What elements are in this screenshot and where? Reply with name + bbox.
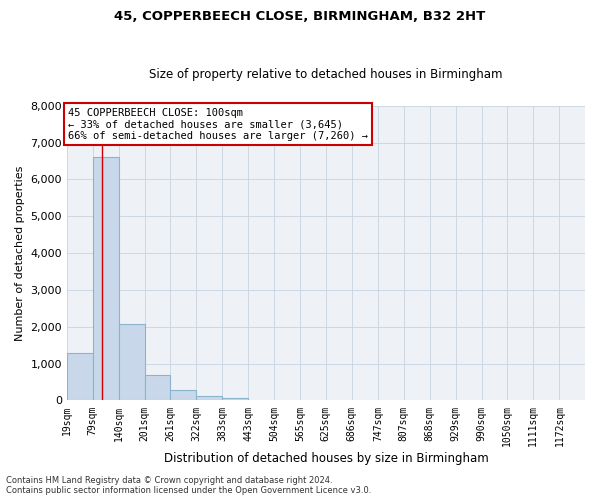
X-axis label: Distribution of detached houses by size in Birmingham: Distribution of detached houses by size … xyxy=(164,452,488,465)
Text: 45, COPPERBEECH CLOSE, BIRMINGHAM, B32 2HT: 45, COPPERBEECH CLOSE, BIRMINGHAM, B32 2… xyxy=(115,10,485,23)
Bar xyxy=(145,375,170,400)
Bar xyxy=(170,390,196,400)
Bar xyxy=(223,398,248,400)
Bar xyxy=(196,396,223,400)
Bar xyxy=(119,324,145,400)
Bar xyxy=(92,158,119,400)
Title: Size of property relative to detached houses in Birmingham: Size of property relative to detached ho… xyxy=(149,68,503,81)
Y-axis label: Number of detached properties: Number of detached properties xyxy=(15,166,25,341)
Text: 45 COPPERBEECH CLOSE: 100sqm
← 33% of detached houses are smaller (3,645)
66% of: 45 COPPERBEECH CLOSE: 100sqm ← 33% of de… xyxy=(68,108,368,141)
Text: Contains HM Land Registry data © Crown copyright and database right 2024.
Contai: Contains HM Land Registry data © Crown c… xyxy=(6,476,371,495)
Bar xyxy=(67,352,92,401)
